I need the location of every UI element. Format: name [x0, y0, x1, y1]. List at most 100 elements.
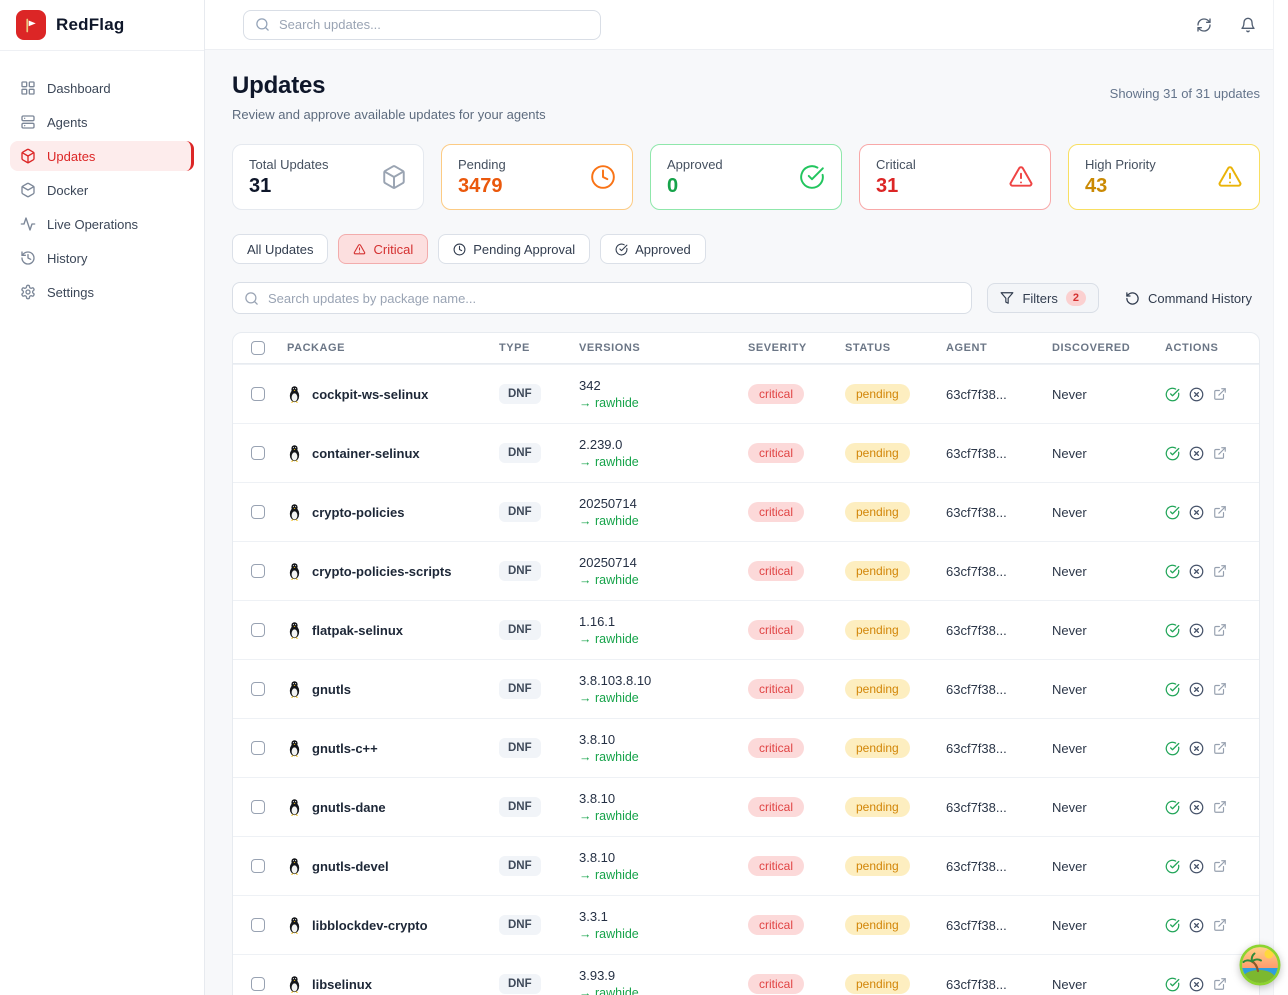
row-checkbox[interactable] [251, 446, 265, 460]
approve-button[interactable] [1165, 741, 1180, 756]
dismiss-button[interactable] [1189, 682, 1204, 697]
global-search-input[interactable] [279, 17, 589, 32]
status-badge: pending [845, 679, 910, 699]
sidebar-item-history[interactable]: History [10, 243, 194, 273]
package-search-input[interactable] [268, 290, 961, 306]
tab-all-updates[interactable]: All Updates [232, 234, 329, 264]
open-external-button[interactable] [1213, 741, 1227, 755]
tab-pending-approval[interactable]: Pending Approval [438, 234, 591, 264]
dismiss-button[interactable] [1189, 800, 1204, 815]
filters-count-badge: 2 [1065, 290, 1086, 306]
row-checkbox[interactable] [251, 505, 265, 519]
sidebar-item-live-operations[interactable]: Live Operations [10, 209, 194, 239]
stat-label: Critical [876, 156, 916, 172]
notifications-button[interactable] [1238, 15, 1258, 35]
row-checkbox[interactable] [251, 977, 265, 991]
open-external-button[interactable] [1213, 977, 1227, 991]
open-external-button[interactable] [1213, 918, 1227, 932]
discovered-value: Never [1052, 563, 1087, 579]
dismiss-x-circle-icon [1189, 446, 1204, 461]
approve-button[interactable] [1165, 800, 1180, 815]
row-checkbox[interactable] [251, 918, 265, 932]
row-checkbox[interactable] [251, 564, 265, 578]
select-all-checkbox[interactable] [251, 341, 265, 355]
global-search[interactable] [243, 9, 601, 40]
approve-button[interactable] [1165, 623, 1180, 638]
col-agent: AGENT [946, 342, 988, 354]
dismiss-x-circle-icon [1189, 682, 1204, 697]
severity-badge: critical [748, 856, 805, 876]
approve-button[interactable] [1165, 682, 1180, 697]
dismiss-button[interactable] [1189, 977, 1204, 992]
current-version: 20250714 [579, 496, 637, 511]
stat-value: 43 [1085, 174, 1108, 197]
type-badge: DNF [499, 738, 541, 758]
sidebar-item-agents[interactable]: Agents [10, 107, 194, 137]
package-search[interactable] [232, 282, 973, 314]
dismiss-button[interactable] [1189, 623, 1204, 638]
approve-button[interactable] [1165, 446, 1180, 461]
open-external-button[interactable] [1213, 505, 1227, 519]
open-external-button[interactable] [1213, 387, 1227, 401]
table-toolbar: Filters 2 Command History [232, 282, 1260, 314]
penguin-icon [287, 975, 302, 993]
sidebar-item-label: Dashboard [47, 80, 111, 96]
table-row: flatpak-selinux DNF 1.16.1 → rawhide cri… [233, 600, 1259, 659]
dismiss-button[interactable] [1189, 505, 1204, 520]
approve-check-circle-icon [1165, 564, 1180, 579]
open-external-button[interactable] [1213, 446, 1227, 460]
tropical-island-button[interactable] [1239, 944, 1281, 986]
approve-button[interactable] [1165, 387, 1180, 402]
row-checkbox[interactable] [251, 741, 265, 755]
dismiss-button[interactable] [1189, 918, 1204, 933]
dismiss-button[interactable] [1189, 446, 1204, 461]
filters-button[interactable]: Filters 2 [987, 283, 1099, 313]
sidebar-item-settings[interactable]: Settings [10, 277, 194, 307]
open-external-button[interactable] [1213, 859, 1227, 873]
status-badge: pending [845, 797, 910, 817]
sidebar-item-updates[interactable]: Updates [10, 141, 194, 171]
approve-button[interactable] [1165, 977, 1180, 992]
dismiss-button[interactable] [1189, 741, 1204, 756]
col-status: STATUS [845, 342, 891, 354]
penguin-icon [287, 562, 302, 580]
page-scrollbar[interactable] [1273, 0, 1288, 995]
tab-approved[interactable]: Approved [600, 234, 706, 264]
sidebar-item-dashboard[interactable]: Dashboard [10, 73, 194, 103]
approve-button[interactable] [1165, 918, 1180, 933]
agent-id: 63cf7f38... [946, 917, 1007, 933]
approve-button[interactable] [1165, 564, 1180, 579]
penguin-icon [287, 857, 302, 875]
type-badge: DNF [499, 797, 541, 817]
dismiss-button[interactable] [1189, 387, 1204, 402]
table-row: gnutls-c++ DNF 3.8.10 → rawhide critical… [233, 718, 1259, 777]
agent-id: 63cf7f38... [946, 622, 1007, 638]
check-circle-icon [799, 164, 825, 190]
row-checkbox[interactable] [251, 387, 265, 401]
row-checkbox[interactable] [251, 859, 265, 873]
status-badge: pending [845, 502, 910, 522]
refresh-button[interactable] [1194, 15, 1214, 35]
command-history-button[interactable]: Command History [1117, 283, 1260, 313]
target-version: → rawhide [579, 455, 639, 469]
row-checkbox[interactable] [251, 800, 265, 814]
approve-button[interactable] [1165, 859, 1180, 874]
tab-critical[interactable]: Critical [338, 234, 429, 264]
gear-icon [20, 284, 36, 300]
row-checkbox[interactable] [251, 623, 265, 637]
discovered-value: Never [1052, 504, 1087, 520]
approve-button[interactable] [1165, 505, 1180, 520]
row-checkbox[interactable] [251, 682, 265, 696]
open-external-button[interactable] [1213, 564, 1227, 578]
sidebar-item-docker[interactable]: Docker [10, 175, 194, 205]
open-external-button[interactable] [1213, 800, 1227, 814]
penguin-icon [287, 916, 302, 934]
open-external-button[interactable] [1213, 623, 1227, 637]
dismiss-x-circle-icon [1189, 977, 1204, 992]
dismiss-button[interactable] [1189, 859, 1204, 874]
current-version: 3.93.9 [579, 968, 616, 983]
target-version: → rawhide [579, 809, 639, 823]
tab-label: Pending Approval [473, 241, 576, 257]
dismiss-button[interactable] [1189, 564, 1204, 579]
open-external-button[interactable] [1213, 682, 1227, 696]
